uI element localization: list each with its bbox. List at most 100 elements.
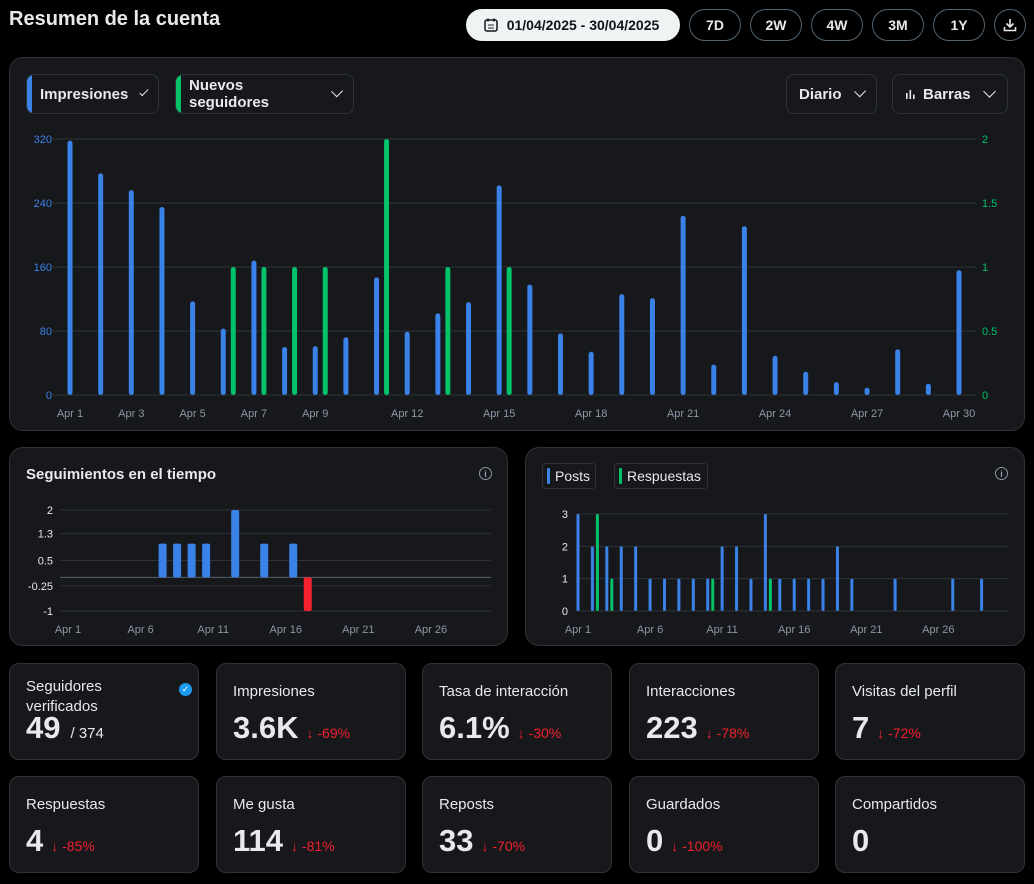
y-tick: 3 (562, 509, 568, 521)
stat-label: Impresiones (233, 683, 315, 700)
range-1y-button[interactable]: 1Y (933, 9, 985, 41)
bar-impressions (128, 190, 134, 395)
bar-impressions (895, 349, 901, 395)
bar-impressions (833, 382, 839, 395)
stat-card-reposts: Reposts 33 ↓ -70% (422, 776, 612, 873)
x-tick: Apr 21 (667, 408, 699, 420)
bar-chart-icon (906, 90, 915, 99)
bar-impressions (343, 337, 349, 395)
range-7d-button[interactable]: 7D (689, 9, 741, 41)
bar-posts (778, 578, 782, 611)
interval-dropdown[interactable]: Diario (786, 74, 877, 114)
stat-value: 0 ↓ -100% (646, 823, 723, 858)
bar-new-followers (292, 267, 298, 395)
stat-change: ↓ -81% (291, 838, 335, 854)
bar-replies (595, 514, 599, 611)
stat-card-engagement-rate: Tasa de interacción 6.1% ↓ -30% (422, 663, 612, 760)
metric1-label: Impresiones (40, 85, 129, 103)
download-icon (1003, 19, 1017, 32)
y-tick-right: 0 (982, 390, 988, 402)
metric2-dropdown[interactable]: Nuevos seguidores (175, 74, 354, 114)
legend-posts-label: Posts (555, 468, 591, 484)
stat-label: Tasa de interacción (439, 683, 569, 700)
bar-posts (677, 578, 681, 611)
stat-change: ↓ -70% (481, 838, 526, 854)
bar-posts (735, 546, 739, 611)
bar-impressions (711, 364, 717, 395)
bar-impressions (557, 333, 563, 395)
y-tick-left: 80 (40, 326, 52, 338)
bar-posts (749, 578, 753, 611)
bar-posts (634, 546, 638, 611)
stat-label: Seguidores verificados (26, 678, 102, 715)
stat-value: 49/ 374 (26, 710, 104, 745)
posts-chart: 0 1 2 3 Apr 1 Apr 6 Apr 11 Apr 16 Apr 21 Apr 26 (562, 509, 1008, 636)
metric2-label: Nuevos seguidores (189, 77, 270, 111)
bar-new-followers (261, 267, 267, 395)
stat-card-impressions: Impresiones 3.6K ↓ -69% (216, 663, 406, 760)
x-tick: Apr 6 (637, 624, 663, 636)
bar-impressions (772, 355, 778, 395)
date-range-label: 01/04/2025 - 30/04/2025 (506, 17, 660, 33)
posts-panel: Posts Respuestas i 0 1 2 3 Apr 1 Apr 6 Apr 11 A… (525, 447, 1025, 646)
chart-style-dropdown[interactable]: Barras (892, 74, 1008, 114)
bar-posts (590, 546, 594, 611)
y-tick: 0 (562, 606, 568, 618)
bar-impressions (312, 346, 318, 395)
bar-posts (951, 578, 955, 611)
bar-follows (202, 543, 211, 578)
stat-card-profile-visits: Visitas del perfil 7 ↓ -72% (835, 663, 1025, 760)
bar-follows (158, 543, 167, 578)
stat-value: 33 ↓ -70% (439, 823, 526, 858)
range-2w-button[interactable]: 2W (750, 9, 802, 41)
bar-impressions (251, 260, 257, 395)
y-tick-right: 1.5 (982, 198, 997, 210)
x-tick: Apr 18 (575, 408, 607, 420)
bar-follows (173, 543, 182, 578)
bar-posts (821, 578, 825, 611)
info-icon[interactable]: i (995, 467, 1008, 480)
legend-replies[interactable]: Respuestas (614, 463, 708, 489)
stat-value: 3.6K ↓ -69% (233, 710, 351, 745)
bar-follows (260, 543, 269, 578)
bar-impressions (67, 140, 73, 395)
verified-badge-icon: ✓ (179, 683, 192, 696)
bar-impressions (98, 173, 104, 395)
stat-label: Me gusta (233, 796, 295, 813)
download-button[interactable] (994, 9, 1026, 41)
range-3m-button[interactable]: 3M (872, 9, 924, 41)
main-chart-panel: Impresiones Nuevos seguidores Diario Bar… (9, 57, 1025, 431)
x-tick: Apr 15 (483, 408, 515, 420)
bar-posts (850, 578, 854, 611)
range-4w-button[interactable]: 4W (811, 9, 863, 41)
y-tick-right: 2 (982, 134, 988, 146)
bar-new-followers (506, 267, 512, 395)
y-tick-left: 0 (46, 390, 52, 402)
stat-change: ↓ -78% (705, 725, 750, 741)
bar-replies (610, 578, 614, 611)
stat-card-verified-followers: Seguidores verificados ✓ 49/ 374 (9, 663, 199, 760)
bar-posts (893, 578, 897, 611)
legend-posts[interactable]: Posts (542, 463, 596, 489)
x-tick: Apr 27 (851, 408, 883, 420)
stat-label: Compartidos (852, 796, 938, 813)
date-range-button[interactable]: 01/04/2025 - 30/04/2025 (466, 9, 680, 41)
follows-title: Seguimientos en el tiempo (26, 466, 217, 483)
y-tick: -1 (43, 606, 53, 618)
stat-change: ↓ -100% (671, 838, 723, 854)
interval-label: Diario (799, 85, 842, 103)
bar-impressions (159, 207, 165, 395)
x-tick: Apr 7 (241, 408, 267, 420)
y-tick: -0.25 (28, 581, 53, 593)
bar-impressions (466, 302, 472, 395)
metric1-dropdown[interactable]: Impresiones (26, 74, 159, 114)
x-tick: Apr 1 (55, 624, 81, 636)
x-tick: Apr 11 (197, 624, 229, 636)
stat-change: ↓ -30% (517, 725, 562, 741)
info-icon[interactable]: i (479, 467, 492, 480)
x-tick: Apr 9 (302, 408, 328, 420)
stat-value: 114 ↓ -81% (233, 823, 335, 858)
bar-unfollows (303, 577, 312, 611)
x-tick: Apr 21 (342, 624, 374, 636)
